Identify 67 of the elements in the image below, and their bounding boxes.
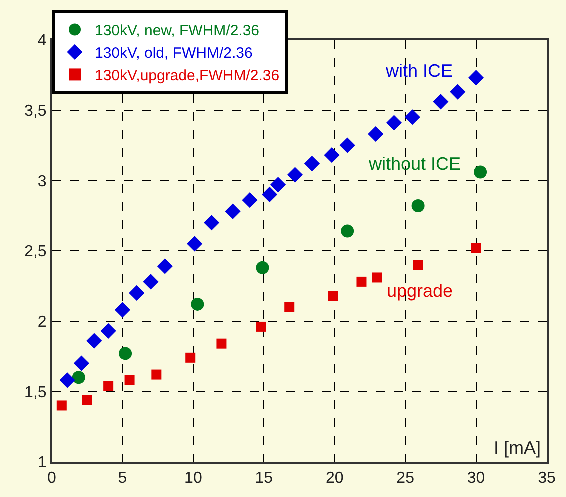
- point: [60, 372, 76, 388]
- point: [256, 261, 270, 274]
- point: [256, 322, 266, 332]
- x-tick-label: 0: [48, 470, 57, 488]
- point: [100, 323, 116, 339]
- point: [186, 352, 196, 363]
- x-axis-title: I [mA]: [494, 438, 542, 458]
- x-tick-label: 15: [255, 470, 274, 488]
- point: [474, 166, 488, 179]
- point: [56, 400, 67, 411]
- y-tick-label: 1: [38, 454, 47, 472]
- point: [412, 199, 425, 212]
- legend-label: 130kV, old, FWHM/2.36: [95, 45, 253, 62]
- annotation: without ICE: [368, 154, 462, 174]
- x-tick-label: 30: [467, 470, 486, 488]
- point: [114, 302, 131, 318]
- point: [225, 204, 241, 220]
- point: [287, 167, 304, 183]
- point: [270, 177, 286, 193]
- x-tick-label: 10: [184, 470, 202, 488]
- point: [187, 236, 203, 252]
- point: [341, 224, 354, 238]
- point: [304, 156, 320, 172]
- y-tick-label: 1,5: [24, 384, 47, 402]
- point: [129, 285, 145, 301]
- point: [404, 110, 420, 126]
- x-tick-label: 20: [326, 470, 344, 488]
- legend-label: 130kV, new, FWHM/2.36: [95, 22, 260, 40]
- point: [74, 356, 90, 372]
- point: [356, 276, 367, 287]
- point: [72, 371, 86, 384]
- point: [413, 260, 424, 270]
- y-tick-label: 2: [38, 314, 47, 331]
- point: [204, 215, 220, 231]
- point: [372, 272, 382, 283]
- point: [324, 148, 340, 164]
- point: [471, 243, 482, 254]
- legend-label: 130kV,upgrade,FWHM/2.36: [95, 68, 280, 85]
- y-tick-label: 2,5: [24, 244, 47, 261]
- point: [124, 375, 135, 386]
- x-tick-label: 5: [118, 470, 128, 488]
- y-tick-label: 4: [38, 32, 47, 50]
- annotation: with ICE: [385, 61, 454, 81]
- point: [433, 94, 449, 110]
- y-tick-label: 3: [38, 173, 47, 190]
- point: [143, 274, 159, 290]
- point: [468, 70, 484, 86]
- point: [86, 333, 102, 349]
- y-tick-label: 3,5: [24, 102, 47, 120]
- point: [328, 291, 338, 302]
- point: [284, 302, 295, 312]
- point: [157, 258, 173, 274]
- point: [450, 84, 466, 100]
- point: [262, 186, 278, 203]
- point: [104, 381, 114, 392]
- annotation: upgrade: [387, 281, 454, 301]
- point: [82, 395, 92, 406]
- point: [152, 370, 162, 380]
- point: [340, 138, 356, 154]
- point: [386, 115, 402, 131]
- x-tick-label: 35: [538, 470, 556, 488]
- point: [242, 192, 258, 208]
- point: [368, 126, 384, 142]
- point: [119, 347, 132, 360]
- point: [216, 338, 227, 349]
- x-tick-label: 25: [396, 470, 415, 488]
- point: [191, 298, 204, 311]
